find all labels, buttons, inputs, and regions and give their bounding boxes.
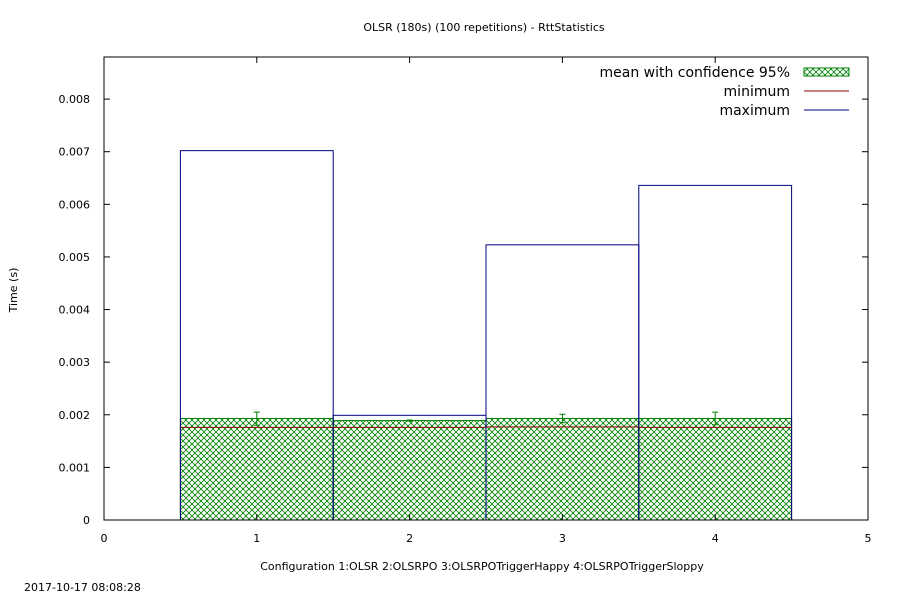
y-tick-label: 0.003 — [59, 356, 91, 369]
y-tick-label: 0.002 — [59, 409, 91, 422]
y-tick-label: 0.004 — [59, 304, 91, 317]
x-tick-label: 4 — [712, 532, 719, 545]
y-tick-label: 0.006 — [59, 198, 91, 211]
timestamp: 2017-10-17 08:08:28 — [24, 581, 141, 594]
y-tick-label: 0 — [83, 514, 90, 527]
y-axis-label: Time (s) — [7, 268, 20, 314]
mean-bar — [638, 417, 793, 521]
x-tick-label: 2 — [406, 532, 413, 545]
mean-bar — [485, 417, 640, 521]
x-tick-label: 0 — [101, 532, 108, 545]
legend-maximum-label: maximum — [719, 103, 790, 119]
mean-bar — [332, 420, 487, 521]
legend-mean-label: mean with confidence 95% — [599, 65, 790, 81]
mean-bar — [179, 417, 334, 521]
legend-mean-swatch — [803, 67, 850, 77]
x-tick-label: 1 — [253, 532, 260, 545]
plot-frame — [103, 56, 869, 521]
y-tick-label: 0.001 — [59, 461, 91, 474]
y-tick-label: 0.007 — [59, 146, 91, 159]
y-tick-label: 0.005 — [59, 251, 91, 264]
x-tick-label: 5 — [865, 532, 872, 545]
y-tick-label: 0.008 — [59, 93, 91, 106]
x-axis-label: Configuration 1:OLSR 2:OLSRPO 3:OLSRPOTr… — [260, 560, 704, 573]
chart-title: OLSR (180s) (100 repetitions) - RttStati… — [363, 21, 605, 34]
x-tick-label: 3 — [559, 532, 566, 545]
legend-minimum-label: minimum — [724, 84, 790, 100]
